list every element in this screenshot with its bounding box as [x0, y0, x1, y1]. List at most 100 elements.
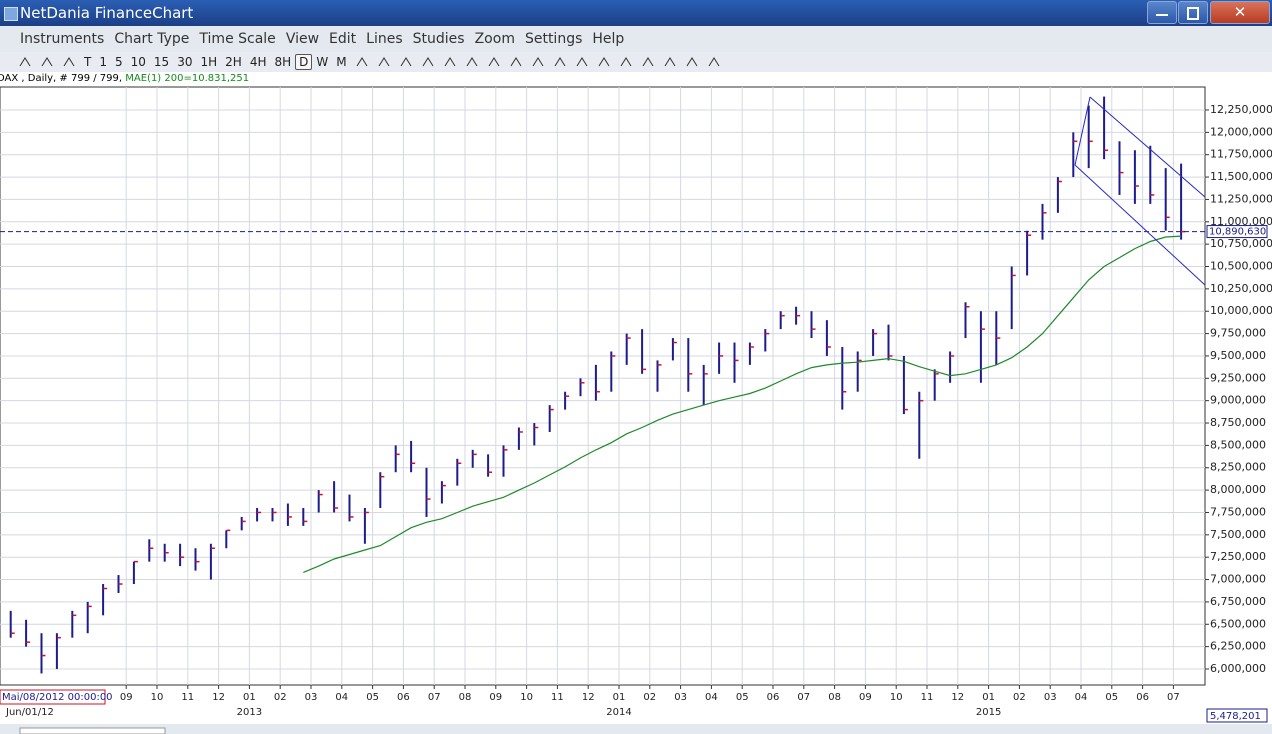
x-tick-label: 05: [736, 692, 749, 703]
x-tick-label: 09: [489, 692, 502, 703]
trend-channel-lower: [1074, 164, 1206, 286]
delete-button[interactable]: [575, 56, 589, 68]
last-price-label: 10,890,630: [1209, 227, 1266, 238]
x-tick-label: 03: [305, 692, 318, 703]
x-tick-label: 01: [982, 692, 995, 703]
x-tick-label: 04: [335, 692, 348, 703]
timescale-button[interactable]: 8H: [274, 55, 292, 69]
timescale-button[interactable]: 2H: [225, 55, 242, 69]
chart-info: DAX , Daily, # 799 / 799, MAE(1) 200=10.…: [0, 72, 249, 86]
line-tool-button-glyph: [554, 57, 566, 67]
zoom-fit-button[interactable]: [707, 56, 721, 68]
menu-item[interactable]: Time Scale: [199, 31, 276, 47]
x-tick-label: 03: [1044, 692, 1057, 703]
y-tick-label: 6,250,000: [1210, 640, 1266, 653]
instrument-info: DAX , Daily, # 799 / 799,: [0, 73, 123, 84]
print-button[interactable]: [619, 56, 633, 68]
timescale-button[interactable]: 4H: [249, 55, 267, 69]
trend-button-glyph: [466, 57, 478, 67]
x-tick-label: 08: [828, 692, 841, 703]
timescale-button[interactable]: 10: [130, 55, 146, 69]
delete-button-glyph: [576, 57, 588, 67]
menu-item[interactable]: Zoom: [474, 31, 515, 47]
bar-chart-button[interactable]: [18, 56, 32, 68]
timescale-button[interactable]: M: [336, 55, 347, 69]
crosshair-box: [0, 689, 106, 705]
delete-all-button-glyph: [598, 57, 610, 67]
print-button-glyph: [620, 57, 632, 67]
y-tick-label: 9,000,000: [1210, 394, 1266, 407]
timescale-button[interactable]: W: [316, 55, 329, 69]
menu-item[interactable]: Help: [592, 31, 625, 47]
menu-item[interactable]: Instruments: [20, 31, 105, 47]
zoom-out-button[interactable]: [685, 56, 699, 68]
menu-item[interactable]: Settings: [524, 31, 583, 47]
crosshair-button[interactable]: [355, 56, 369, 68]
title-bar: NetDania FinanceChart ✕: [0, 0, 1272, 26]
y-tick-label: 8,250,000: [1210, 461, 1266, 474]
delete-all-button[interactable]: [597, 56, 611, 68]
select-button[interactable]: [531, 56, 545, 68]
y-tick-label: 9,250,000: [1210, 371, 1266, 384]
scroll-thumb: [19, 727, 166, 734]
y-tick-label: 10,500,000: [1210, 260, 1272, 273]
fib-button[interactable]: [509, 56, 523, 68]
window-title: NetDania FinanceChart: [20, 4, 194, 22]
trend-channel-upper: [1089, 96, 1206, 198]
x-tick-label: 02: [643, 692, 656, 703]
y-tick-label: 9,500,000: [1210, 349, 1266, 362]
crosshair-label: Mai/08/2012 00:00:00: [2, 692, 113, 703]
candle-button[interactable]: [40, 56, 54, 68]
grid: [0, 87, 1205, 685]
timescale-button[interactable]: T: [84, 55, 92, 69]
timescale-button[interactable]: 30: [177, 55, 193, 69]
pan-button[interactable]: [421, 56, 435, 68]
close-button[interactable]: ✕: [1210, 1, 1270, 24]
x-tick-label: 01: [613, 692, 626, 703]
y-tick-label: 11,250,000: [1210, 192, 1272, 205]
toolbar: T 1 5 10 15 30 1H 2H 4H 8H D W M: [0, 52, 1272, 72]
menu-item[interactable]: View: [285, 31, 320, 47]
timescale-button[interactable]: D: [295, 54, 313, 70]
x-tick-label: 07: [428, 692, 441, 703]
x-tick-label: 11: [181, 692, 194, 703]
fib-button-glyph: [510, 57, 522, 67]
y-tick-label: 9,750,000: [1210, 327, 1266, 340]
minimize-button[interactable]: [1147, 1, 1177, 24]
menu-item[interactable]: Edit: [329, 31, 357, 47]
line-tool-button[interactable]: [553, 56, 567, 68]
channel-button-glyph: [488, 57, 500, 67]
y-tick-label: 7,500,000: [1210, 528, 1266, 541]
grid-button[interactable]: [377, 56, 391, 68]
year-label: 2014: [606, 707, 631, 718]
grid-button-glyph: [378, 57, 390, 67]
x-tick-label: 10: [151, 692, 164, 703]
zoom-in-button-glyph: [664, 57, 676, 67]
study-info: MAE(1) 200=10.831,251: [125, 73, 250, 84]
x-tick-label: 11: [921, 692, 934, 703]
info-button[interactable]: [399, 56, 413, 68]
timescale-button[interactable]: 1: [99, 55, 107, 69]
maximize-button[interactable]: [1178, 1, 1208, 24]
channel-button[interactable]: [487, 56, 501, 68]
menu-item[interactable]: Lines: [366, 31, 403, 47]
x-tick-label: 10: [890, 692, 903, 703]
trend-button[interactable]: [465, 56, 479, 68]
last-price-box: [1206, 225, 1268, 239]
timescale-button[interactable]: 15: [153, 55, 170, 69]
zoom-in-button[interactable]: [663, 56, 677, 68]
timescale-button[interactable]: 1H: [200, 55, 218, 69]
x-tick-label: 05: [1105, 692, 1118, 703]
line-chart-button[interactable]: [62, 56, 76, 68]
preview-button[interactable]: [641, 56, 655, 68]
pan-button-glyph: [422, 57, 434, 67]
readout-box: [1206, 708, 1268, 723]
menu-item[interactable]: Chart Type: [114, 31, 190, 47]
volume-button[interactable]: [443, 56, 457, 68]
menu-item[interactable]: Studies: [412, 31, 465, 47]
timescale-button[interactable]: 5: [114, 55, 123, 69]
y-tick-label: 11,500,000: [1210, 170, 1272, 183]
year-label: 2013: [237, 707, 262, 718]
